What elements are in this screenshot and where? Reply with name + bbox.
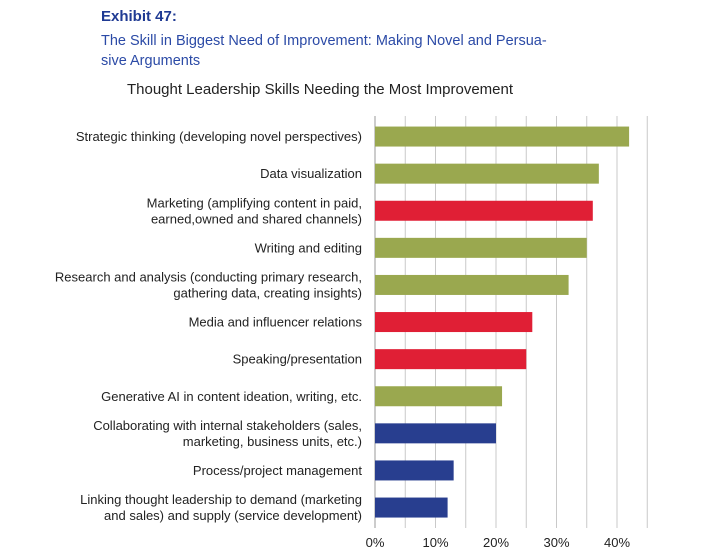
x-tick-label-10: 10% (422, 535, 448, 550)
bar-3 (375, 200, 593, 221)
bar-6 (375, 312, 533, 333)
bar-10 (375, 460, 454, 481)
x-tick-label-40: 40% (604, 535, 630, 550)
bar-9 (375, 423, 496, 444)
category-label-3-line-2: earned,owned and shared channels) (151, 211, 362, 226)
bar-5 (375, 274, 569, 295)
category-label-7: Speaking/presentation (233, 352, 362, 367)
bar-4 (375, 237, 587, 258)
bar-7 (375, 349, 527, 370)
subtitle-line-2: sive Arguments (101, 53, 201, 69)
category-label-11-line-1: Linking thought leadership to demand (ma… (80, 492, 362, 507)
category-label-9-line-2: marketing, business units, etc.) (183, 434, 362, 449)
category-label-1: Strategic thinking (developing novel per… (76, 129, 362, 144)
category-label-8: Generative AI in content ideation, writi… (101, 389, 362, 404)
bar-2 (375, 163, 599, 184)
x-tick-label-20: 20% (483, 535, 509, 550)
category-label-11-line-2: and sales) and supply (service developme… (104, 508, 362, 523)
category-label-5-line-1: Research and analysis (conducting primar… (55, 269, 362, 284)
category-label-4: Writing and editing (255, 240, 362, 255)
bar-8 (375, 386, 503, 407)
exhibit-label: Exhibit 47: (101, 8, 177, 25)
category-label-9-line-1: Collaborating with internal stakeholders… (93, 418, 362, 433)
category-label-6: Media and influencer relations (189, 315, 363, 330)
category-label-5-line-2: gathering data, creating insights) (173, 285, 362, 300)
x-tick-label-30: 30% (543, 535, 569, 550)
exhibit-subtitle: The Skill in Biggest Need of Improvement… (101, 31, 601, 71)
x-tick-label-0: 0% (366, 535, 385, 550)
category-label-10: Process/project management (193, 463, 362, 478)
chart-title: Thought Leadership Skills Needing the Mo… (126, 81, 514, 98)
category-label-2: Data visualization (260, 166, 362, 181)
bar-1 (375, 126, 630, 147)
bar-11 (375, 497, 448, 518)
subtitle-line-1: The Skill in Biggest Need of Improvement… (101, 33, 547, 49)
category-label-3-line-1: Marketing (amplifying content in paid, (147, 195, 362, 210)
